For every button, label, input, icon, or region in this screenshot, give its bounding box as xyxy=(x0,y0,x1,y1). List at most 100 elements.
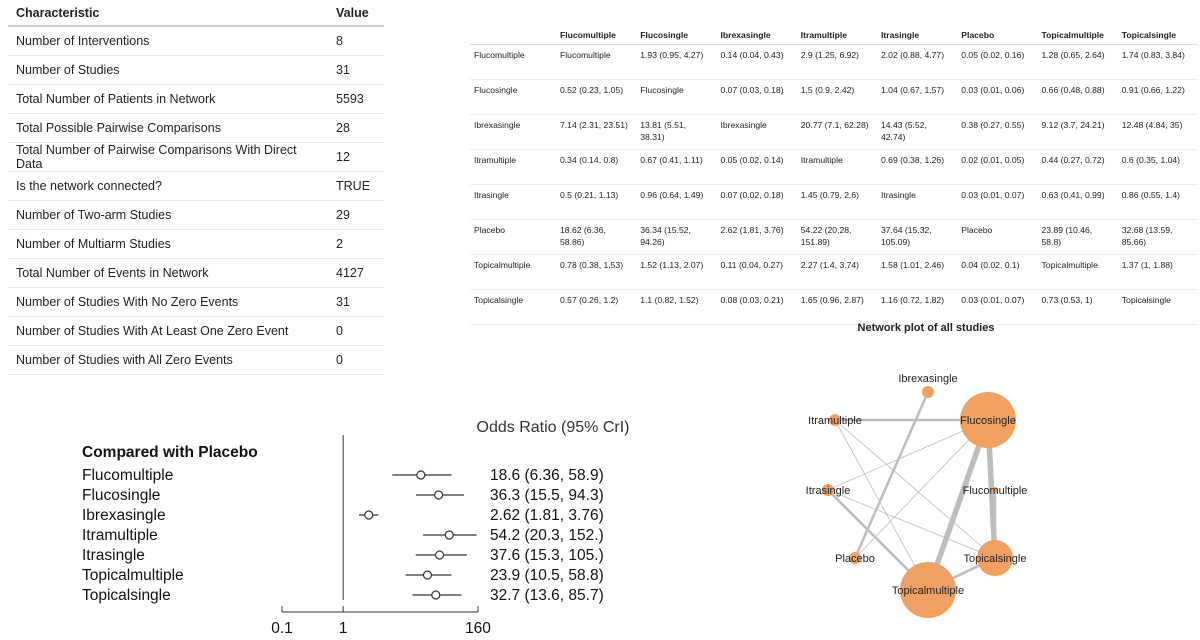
league-cell: 0.03 (0.01, 0.06) xyxy=(957,79,1038,115)
league-cell: 0.02 (0.01, 0.05) xyxy=(957,149,1038,185)
summary-characteristic: Number of Studies xyxy=(8,55,328,85)
league-cell: 20.77 (7.1, 62.28) xyxy=(796,114,877,150)
summary-characteristic: Number of Two-arm Studies xyxy=(8,200,328,230)
league-row-label: Topicalmultiple xyxy=(470,254,556,290)
league-cell: 1.5 (0.9, 2.42) xyxy=(796,79,877,115)
network-node-label: Topicalsingle xyxy=(964,553,1027,565)
league-cell: 0.52 (0.23, 1.05) xyxy=(556,79,637,115)
league-row-label: Flucosingle xyxy=(470,79,556,115)
network-nodes xyxy=(822,386,1016,618)
league-cell: 0.69 (0.38, 1.26) xyxy=(877,149,958,185)
network-node xyxy=(900,562,956,618)
summary-value: TRUE xyxy=(328,171,384,201)
league-cell: 12.48 (4.84, 35) xyxy=(1117,114,1198,150)
league-cell: 1.52 (1.13, 2.07) xyxy=(636,254,717,290)
league-cell: 0.03 (0.01, 0.07) xyxy=(957,184,1038,220)
league-cell: 2.62 (1.81, 3.76) xyxy=(716,219,797,255)
league-row: Topicalmultiple 0.78 (0.38, 1.53) 1.52 (1.… xyxy=(470,254,1198,290)
league-cell: 7.14 (2.31, 23.51) xyxy=(556,114,637,150)
league-cell: 0.04 (0.02, 0.1) xyxy=(957,254,1038,290)
forest-point xyxy=(434,490,444,500)
league-row: Topicalsingle 0.57 (0.26, 1.2) 1.1 (0.82, … xyxy=(470,289,1198,325)
league-cell: 0.57 (0.26, 1.2) xyxy=(556,289,637,325)
network-edge xyxy=(925,419,991,591)
summary-row: Number of Studies With No Zero Events 31 xyxy=(8,287,384,317)
network-node xyxy=(829,414,841,426)
summary-characteristic: Total Number of Patients in Network xyxy=(8,84,328,114)
summary-row: Total Number of Pairwise Comparisons Wit… xyxy=(8,142,384,172)
league-cell: Flucomultiple xyxy=(556,44,637,80)
league-row-label: Itramultiple xyxy=(470,149,556,185)
network-node-label: Flucosingle xyxy=(960,415,1016,427)
league-row-label: Flucomultiple xyxy=(470,44,556,80)
league-cell: 0.96 (0.64, 1.49) xyxy=(636,184,717,220)
league-cell: 1.74 (0.83, 3.84) xyxy=(1117,44,1198,80)
league-cell: 1.93 (0.95, 4.27) xyxy=(636,44,717,80)
league-cell: 36.34 (15.52, 94.26) xyxy=(636,219,717,255)
network-edge xyxy=(853,391,930,559)
league-cell: 0.63 (0.41, 0.99) xyxy=(1037,184,1118,220)
summary-characteristic: Number of Studies With No Zero Events xyxy=(8,287,328,317)
league-cell: 0.73 (0.53, 1) xyxy=(1037,289,1118,325)
league-cell: 23.89 (10.46, 58.8) xyxy=(1037,219,1118,255)
league-row: Flucosingle 0.52 (0.23, 1.05) Flucosingle 0… xyxy=(470,79,1198,115)
forest-plot: Odds Ratio (95% CrI) Compared with Placeb… xyxy=(82,419,630,637)
league-header-cell: Flucosingle xyxy=(636,26,717,45)
network-node-label: Placebo xyxy=(835,553,875,565)
league-cell: 54.22 (20.28, 151.89) xyxy=(796,219,877,255)
summary-value: 12 xyxy=(328,142,384,172)
league-cell: Ibrexasingle xyxy=(716,114,797,150)
league-cell: 37.64 (15.32, 105.09) xyxy=(877,219,958,255)
forest-point xyxy=(416,470,426,480)
forest-point xyxy=(444,530,454,540)
league-cell: 0.03 (0.01, 0.07) xyxy=(957,289,1038,325)
league-cell: 1.65 (0.96, 2.87) xyxy=(796,289,877,325)
forest-group-label: Compared with Placebo xyxy=(82,444,258,461)
forest-value-label: 2.62 (1.81, 3.76) xyxy=(490,507,604,524)
league-cell: 1.16 (0.72, 1.82) xyxy=(877,289,958,325)
summary-row: Total Number of Events in Network 4127 xyxy=(8,258,384,288)
summary-row: Total Possible Pairwise Comparisons 28 xyxy=(8,113,384,143)
league-cell: 0.05 (0.02, 0.16) xyxy=(957,44,1038,80)
league-cell: Topicalsingle xyxy=(1117,289,1198,325)
league-header-cell: Topicalsingle xyxy=(1117,26,1198,45)
league-cell: 0.66 (0.48, 0.88) xyxy=(1037,79,1118,115)
league-cell: 1.28 (0.65, 2.64) xyxy=(1037,44,1118,80)
summary-body: Number of Interventions 8 Number of Studie… xyxy=(8,26,384,375)
league-cell: 1.1 (0.82, 1.52) xyxy=(636,289,717,325)
forest-value-label: 18.6 (6.36, 58.9) xyxy=(490,467,604,484)
summary-row: Number of Studies With At Least One Zero… xyxy=(8,316,384,346)
forest-value-label: 23.9 (10.5, 58.8) xyxy=(490,567,604,584)
forest-row-label: Topicalmultiple xyxy=(82,567,184,584)
league-header-cell: Flucomultiple xyxy=(556,26,637,45)
forest-row-label: Itrasingle xyxy=(82,547,145,564)
league-row-label: Itrasingle xyxy=(470,184,556,220)
summary-value: 0 xyxy=(328,345,384,375)
forest-point xyxy=(422,570,433,580)
forest-title: Odds Ratio (95% CrI) xyxy=(477,419,630,436)
league-row: Placebo 18.62 (6.36, 58.86) 36.34 (15.52, … xyxy=(470,219,1198,255)
network-node-label: Itrasingle xyxy=(806,485,851,497)
league-cell: 32.68 (13.59, 85.66) xyxy=(1117,219,1198,255)
league-row: Flucomultiple Flucomultiple 1.93 (0.95, 4.… xyxy=(470,44,1198,80)
summary-characteristic: Number of Interventions xyxy=(8,26,328,56)
network-node-label: Flucomultiple xyxy=(963,485,1028,497)
league-cell: 0.11 (0.04, 0.27) xyxy=(716,254,797,290)
league-header-cell: Itrasingle xyxy=(877,26,958,45)
league-cell: Flucosingle xyxy=(636,79,717,115)
league-cell: 0.67 (0.41, 1.11) xyxy=(636,149,717,185)
league-row-label: Topicalsingle xyxy=(470,289,556,325)
network-node-label: Ibrexasingle xyxy=(898,373,957,385)
network-node xyxy=(960,392,1016,448)
forest-x-tick-label: 1 xyxy=(339,620,348,637)
league-cell: 9.12 (3.7, 24.21) xyxy=(1037,114,1118,150)
league-cell: 2.27 (1.4, 3.74) xyxy=(796,254,877,290)
forest-row-label: Flucosingle xyxy=(82,487,160,504)
network-node xyxy=(977,540,1013,576)
forest-row-label: Topicalsingle xyxy=(82,587,171,604)
forest-value-label: 54.2 (20.3, 152.) xyxy=(490,527,604,544)
league-cell: Placebo xyxy=(957,219,1038,255)
league-row-label: Placebo xyxy=(470,219,556,255)
summary-row: Number of Studies with All Zero Events 0 xyxy=(8,345,384,375)
league-cell: 1.58 (1.01, 2.46) xyxy=(877,254,958,290)
